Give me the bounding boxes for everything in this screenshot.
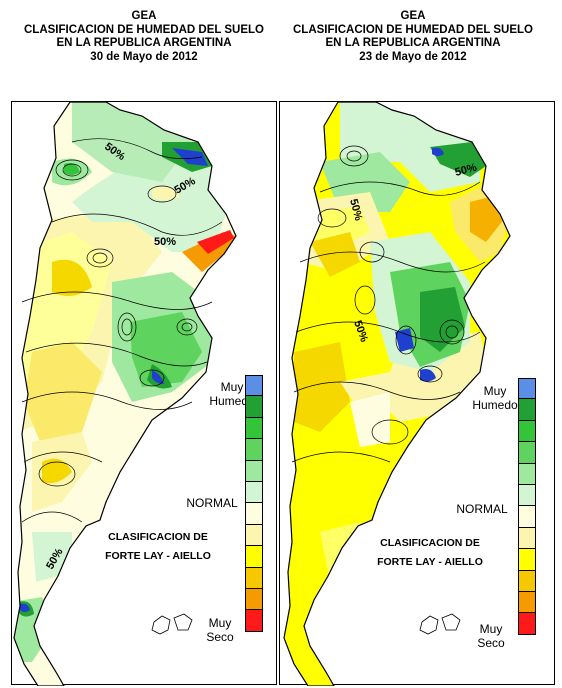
right-dry-label-1: Muy [479, 622, 503, 636]
right-contour-label-1: 50% [347, 198, 364, 223]
left-scale-swatch-8 [245, 524, 263, 547]
left-wet-label: Muy Humedo [192, 380, 272, 408]
left-map-fill [14, 102, 236, 686]
right-map-title: GEA CLASIFICACION DE HUMEDAD DEL SUELO E… [273, 10, 553, 64]
right-contour-lines [291, 145, 486, 463]
left-scale-swatch-7 [245, 503, 263, 525]
left-scale-swatch-12 [245, 610, 263, 632]
left-scale-swatch-5 [245, 460, 263, 482]
left-map-panel: 50% 50% 50% 50% Muy Humedo NORMAL Muy Se… [11, 101, 277, 686]
left-dry-label: Muy Seco [198, 616, 242, 644]
left-country-border [13, 102, 237, 686]
right-map-svg: 50% 50% 50% [283, 102, 511, 686]
right-scale-swatch-8 [518, 527, 536, 550]
right-wet-label: Muy Humedo [470, 384, 520, 412]
right-wet-label-2: Humedo [472, 398, 518, 412]
left-scale-swatch-6 [245, 481, 263, 504]
right-dry-label: Muy Seco [466, 622, 516, 650]
right-scale-swatch-4 [518, 442, 536, 464]
left-scale-swatch-4 [245, 439, 263, 461]
right-scale-swatch-9 [518, 549, 536, 571]
left-scale-swatch-2 [245, 396, 263, 418]
right-normal-label: NORMAL [456, 502, 508, 516]
right-classification-label: CLASIFICACION DE FORTE LAY - AIELLO [366, 534, 494, 572]
left-title-main: CLASIFICACION DE HUMEDAD DEL SUELO [23, 23, 265, 36]
right-scale-swatch-2 [518, 399, 536, 421]
right-scale-swatch-5 [518, 463, 536, 485]
left-scale-swatch-1 [245, 375, 263, 397]
left-normal-label: NORMAL [186, 496, 238, 510]
right-title-org: GEA [400, 10, 426, 22]
right-title-date: 23 de Mayo de 2012 [359, 50, 467, 63]
left-dry-label-2: Seco [206, 630, 234, 644]
right-dry-label-2: Seco [477, 636, 505, 650]
left-title-org: GEA [131, 10, 157, 22]
right-country-border [283, 102, 511, 686]
left-color-scale [245, 375, 263, 632]
right-map-panel: 50% 50% 50% Muy Humedo NORMAL Muy Seco C… [279, 101, 555, 686]
right-scale-swatch-10 [518, 570, 536, 592]
right-title-region: EN LA REPUBLICA ARGENTINA [325, 37, 501, 49]
right-scale-swatch-12 [518, 613, 536, 635]
right-scale-swatch-3 [518, 420, 536, 443]
left-scale-swatch-10 [245, 567, 263, 589]
left-map-title: GEA CLASIFICACION DE HUMEDAD DEL SUELO E… [4, 10, 284, 64]
left-title-date: 30 de Mayo de 2012 [90, 50, 198, 63]
right-wet-label-1: Muy [483, 384, 507, 398]
right-scale-swatch-11 [518, 591, 536, 614]
right-title-main: CLASIFICACION DE HUMEDAD DEL SUELO [292, 23, 534, 36]
left-map-svg: 50% 50% 50% 50% [13, 102, 237, 686]
right-malvinas-islands [419, 613, 461, 635]
left-malvinas-islands [151, 613, 193, 635]
left-title-region: EN LA REPUBLICA ARGENTINA [56, 37, 232, 49]
left-contour-lines [21, 138, 223, 523]
left-wet-label-2: Humedo [209, 394, 255, 408]
right-color-scale [518, 378, 536, 635]
right-classification-line-1: CLASIFICACION DE [380, 537, 480, 549]
left-scale-swatch-3 [245, 417, 263, 440]
right-scale-swatch-6 [518, 484, 536, 507]
right-scale-swatch-1 [518, 378, 536, 400]
left-classification-line-2: FORTE LAY - AIELLO [105, 550, 211, 562]
right-scale-swatch-7 [518, 506, 536, 528]
left-contour-label-3: 50% [154, 236, 176, 248]
left-classification-label: CLASIFICACION DE FORTE LAY - AIELLO [102, 528, 214, 566]
left-classification-line-1: CLASIFICACION DE [108, 531, 208, 543]
right-contour-labels: 50% 50% 50% [347, 162, 478, 344]
left-dry-label-1: Muy [208, 616, 232, 630]
left-scale-swatch-9 [245, 546, 263, 568]
left-scale-swatch-11 [245, 588, 263, 611]
right-classification-line-2: FORTE LAY - AIELLO [377, 556, 483, 568]
right-contour-label-2: 50% [454, 162, 479, 179]
left-wet-label-1: Muy [220, 380, 244, 394]
